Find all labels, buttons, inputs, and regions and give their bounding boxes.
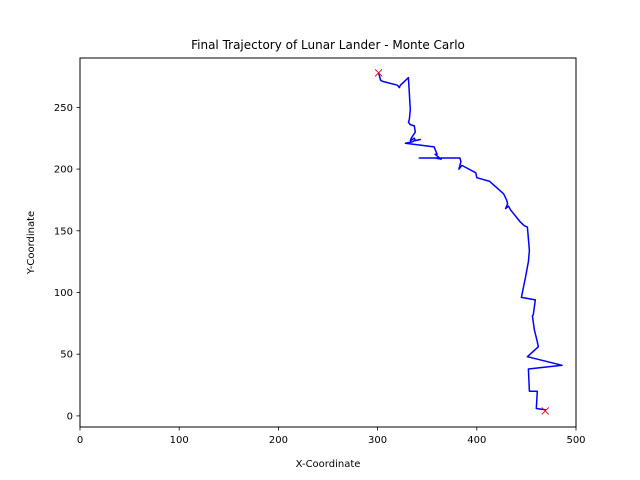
x-tick-label: 200 xyxy=(269,435,288,446)
x-axis-label: X-Coordinate xyxy=(296,459,361,470)
trajectory-line-0 xyxy=(377,72,563,411)
x-tick-label: 100 xyxy=(170,435,189,446)
x-tick-label: 400 xyxy=(467,435,486,446)
plot-area xyxy=(374,68,563,415)
endpoint-marker-1 xyxy=(541,407,550,415)
y-tick-label: 100 xyxy=(54,288,73,299)
x-tick-label: 300 xyxy=(368,435,387,446)
y-tick-label: 250 xyxy=(54,103,73,114)
y-tick-label: 0 xyxy=(67,411,73,422)
y-axis-label: Y-Coordinate xyxy=(26,211,37,275)
y-tick-label: 50 xyxy=(60,350,73,361)
x-tick-label: 0 xyxy=(77,435,83,446)
endpoint-marker-0 xyxy=(374,68,383,77)
y-tick-label: 150 xyxy=(54,226,73,237)
chart-title: Final Trajectory of Lunar Lander - Monte… xyxy=(191,38,465,52)
axis-ticks: 0 100 200 300 400 500 0 50 100 150 200 250 xyxy=(54,103,586,446)
axes-frame xyxy=(79,57,577,428)
y-tick-label: 200 xyxy=(54,165,73,176)
x-tick-label: 500 xyxy=(566,435,585,446)
